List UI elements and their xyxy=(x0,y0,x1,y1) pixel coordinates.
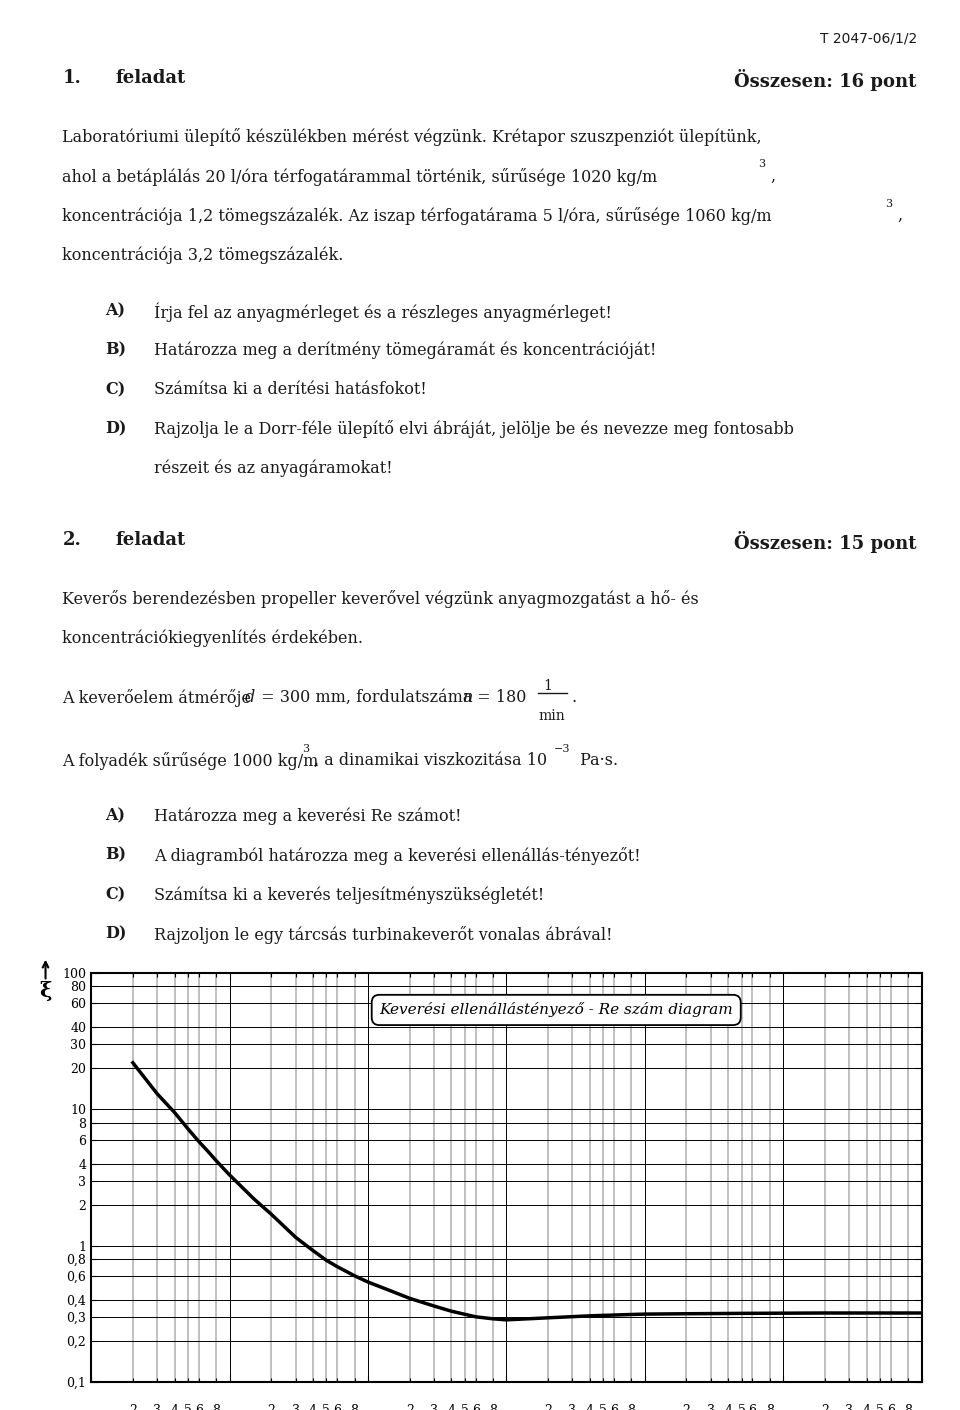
Text: Összesen: 15 pont: Összesen: 15 pont xyxy=(734,532,917,553)
Text: 6: 6 xyxy=(611,1404,618,1410)
Text: A): A) xyxy=(106,302,126,319)
Text: = 300 mm, fordulatszáma: = 300 mm, fordulatszáma xyxy=(256,689,477,706)
Text: 3: 3 xyxy=(707,1404,715,1410)
Text: ξ: ξ xyxy=(39,981,52,1001)
Text: 3: 3 xyxy=(885,199,892,209)
Text: 2: 2 xyxy=(267,1404,276,1410)
Text: T 2047-06/1/2: T 2047-06/1/2 xyxy=(820,31,917,45)
Text: Pa·s.: Pa·s. xyxy=(575,752,618,768)
Text: D): D) xyxy=(106,926,127,943)
Text: 6: 6 xyxy=(471,1404,480,1410)
Text: 3: 3 xyxy=(302,743,309,753)
Text: ,: , xyxy=(898,207,902,224)
Text: 2: 2 xyxy=(129,1404,137,1410)
Text: 8: 8 xyxy=(766,1404,774,1410)
Text: .: . xyxy=(571,689,577,706)
Text: ,: , xyxy=(770,168,776,185)
Text: B): B) xyxy=(106,847,127,864)
Text: 3: 3 xyxy=(757,159,765,169)
Text: 2: 2 xyxy=(544,1404,552,1410)
Text: n: n xyxy=(463,689,473,706)
Text: C): C) xyxy=(106,887,126,904)
Text: 4: 4 xyxy=(862,1404,871,1410)
Text: Keverős berendezésben propeller keverővel végzünk anyagmozgatást a hő- és: Keverős berendezésben propeller keverőve… xyxy=(62,591,699,608)
Text: −3: −3 xyxy=(554,743,570,753)
Text: Rajzolja le a Dorr-féle ülepítő elvi ábráját, jelölje be és nevezze meg fontosab: Rajzolja le a Dorr-féle ülepítő elvi ábr… xyxy=(154,420,794,439)
Text: 8: 8 xyxy=(628,1404,636,1410)
Text: Laboratóriumi ülepítő készülékben mérést végzünk. Krétapor szuszpenziót ülepítün: Laboratóriumi ülepítő készülékben mérést… xyxy=(62,128,762,147)
Text: Számítsa ki a derítési hatásfokot!: Számítsa ki a derítési hatásfokot! xyxy=(154,381,426,398)
Text: = 180: = 180 xyxy=(472,689,532,706)
Text: Határozza meg a keverési Re számot!: Határozza meg a keverési Re számot! xyxy=(154,808,461,825)
Text: 3: 3 xyxy=(568,1404,576,1410)
Text: 6: 6 xyxy=(195,1404,203,1410)
Text: Összesen: 16 pont: Összesen: 16 pont xyxy=(734,69,917,92)
Text: feladat: feladat xyxy=(115,69,185,87)
Text: 3: 3 xyxy=(292,1404,300,1410)
Text: 3: 3 xyxy=(154,1404,161,1410)
Text: 1: 1 xyxy=(542,680,552,694)
Text: 3: 3 xyxy=(845,1404,853,1410)
Text: koncentrációkiegyenlítés érdekében.: koncentrációkiegyenlítés érdekében. xyxy=(62,630,364,647)
Text: 5: 5 xyxy=(737,1404,746,1410)
Text: min: min xyxy=(538,709,564,723)
Text: A diagramból határozza meg a keverési ellenállás-tényezőt!: A diagramból határozza meg a keverési el… xyxy=(154,847,640,864)
Text: 6: 6 xyxy=(887,1404,895,1410)
Text: A keverőelem átmérője: A keverőelem átmérője xyxy=(62,689,256,706)
Text: A): A) xyxy=(106,808,126,825)
Text: ahol a betáplálás 20 l/óra térfogatárammal történik, sűrűsége 1020 kg/m: ahol a betáplálás 20 l/óra térfogatáramm… xyxy=(62,168,658,186)
Text: 4: 4 xyxy=(447,1404,455,1410)
Text: részeit és az anyagáramokat!: részeit és az anyagáramokat! xyxy=(154,460,393,478)
Text: 6: 6 xyxy=(749,1404,756,1410)
Text: 4: 4 xyxy=(724,1404,732,1410)
Text: 8: 8 xyxy=(904,1404,912,1410)
Text: 5: 5 xyxy=(461,1404,468,1410)
Text: C): C) xyxy=(106,381,126,398)
Text: Számítsa ki a keverés teljesítményszükségletét!: Számítsa ki a keverés teljesítményszüksé… xyxy=(154,887,544,904)
Text: 5: 5 xyxy=(599,1404,607,1410)
Text: D): D) xyxy=(106,420,127,437)
Text: Keverési ellenállástényező - Re szám diagram: Keverési ellenállástényező - Re szám dia… xyxy=(379,1003,733,1018)
Text: 4: 4 xyxy=(586,1404,593,1410)
Text: B): B) xyxy=(106,341,127,358)
Text: koncentrációja 3,2 tömegszázalék.: koncentrációja 3,2 tömegszázalék. xyxy=(62,247,344,264)
Text: 2: 2 xyxy=(821,1404,828,1410)
Text: 1.: 1. xyxy=(62,69,82,87)
Text: Határozza meg a derítmény tömegáramát és koncentrációját!: Határozza meg a derítmény tömegáramát és… xyxy=(154,341,656,360)
Text: feladat: feladat xyxy=(115,532,185,548)
Text: , a dinamikai viszkozitása 10: , a dinamikai viszkozitása 10 xyxy=(314,752,547,768)
Text: 2: 2 xyxy=(406,1404,414,1410)
Text: 2: 2 xyxy=(683,1404,690,1410)
Text: 5: 5 xyxy=(323,1404,330,1410)
Text: 3: 3 xyxy=(430,1404,438,1410)
Text: Írja fel az anyagmérleget és a részleges anyagmérleget!: Írja fel az anyagmérleget és a részleges… xyxy=(154,302,612,321)
Text: 4: 4 xyxy=(309,1404,317,1410)
Text: 5: 5 xyxy=(876,1404,884,1410)
Text: 2.: 2. xyxy=(62,532,82,548)
Text: Rajzoljon le egy tárcsás turbinakeverőt vonalas ábrával!: Rajzoljon le egy tárcsás turbinakeverőt … xyxy=(154,926,612,943)
Text: koncentrációja 1,2 tömegszázalék. Az iszap térfogatárama 5 l/óra, sűrűsége 1060 : koncentrációja 1,2 tömegszázalék. Az isz… xyxy=(62,207,772,226)
Text: 5: 5 xyxy=(184,1404,192,1410)
Text: 8: 8 xyxy=(489,1404,497,1410)
Text: A folyadék sűrűsége 1000 kg/m: A folyadék sűrűsége 1000 kg/m xyxy=(62,752,319,770)
Text: 4: 4 xyxy=(171,1404,179,1410)
Text: 8: 8 xyxy=(212,1404,220,1410)
Text: 8: 8 xyxy=(350,1404,359,1410)
Text: d: d xyxy=(245,689,254,706)
Text: 6: 6 xyxy=(333,1404,342,1410)
